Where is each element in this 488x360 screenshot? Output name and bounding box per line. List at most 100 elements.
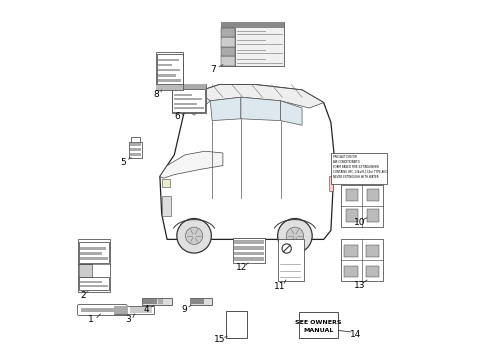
Text: NEVER EXTINGUISH WITH WATER: NEVER EXTINGUISH WITH WATER [332,175,378,179]
Bar [114,306,128,314]
Bar [80,285,107,287]
Bar [277,239,303,281]
Bar [174,107,203,109]
Bar [128,142,142,158]
Text: MANUAL: MANUAL [303,328,333,333]
Polygon shape [210,97,241,121]
Bar [234,246,264,249]
Text: 14: 14 [349,330,360,338]
Bar [162,196,170,216]
Bar [189,298,212,305]
Bar [234,257,264,261]
Bar [129,143,141,146]
Text: 9: 9 [181,305,186,314]
Bar [80,252,102,255]
Text: 15: 15 [214,336,225,344]
Polygon shape [280,101,302,125]
Bar [366,189,378,201]
Bar [221,22,284,66]
Text: 13: 13 [353,281,365,289]
Bar [221,37,234,46]
Text: 5: 5 [120,158,125,167]
Text: 1: 1 [87,315,93,324]
Bar [156,52,183,90]
Text: CONTAINS HFC-134a(R-134a) TYPE AND: CONTAINS HFC-134a(R-134a) TYPE AND [332,170,387,174]
Bar [221,22,284,27]
Bar [221,46,234,56]
Circle shape [185,227,203,244]
Bar [81,307,123,312]
Text: 11: 11 [273,282,285,291]
Circle shape [177,219,211,253]
Bar [234,252,264,255]
Bar [158,79,181,82]
Text: 12: 12 [236,263,247,271]
Bar [142,299,156,304]
Bar [80,257,107,260]
Bar [340,185,383,227]
Bar [158,299,163,304]
Bar [344,266,357,278]
Bar [156,85,183,90]
Bar [158,59,179,62]
Bar [130,307,151,313]
Polygon shape [160,85,334,239]
Bar [221,56,234,66]
Bar [365,245,378,257]
Bar [346,210,357,222]
Bar [366,210,378,222]
Bar [157,54,182,84]
FancyBboxPatch shape [77,305,127,315]
Bar [344,245,357,257]
Circle shape [285,227,303,244]
Bar [79,277,109,290]
Bar [174,98,202,100]
Bar [234,240,264,244]
Bar [80,281,102,283]
Text: PRECAUTION FOR: PRECAUTION FOR [332,154,356,158]
Bar [174,94,192,96]
Bar [129,148,141,151]
Bar [340,239,383,281]
Bar [79,265,91,277]
Polygon shape [185,92,210,115]
Bar [158,74,176,77]
Polygon shape [194,85,323,108]
Circle shape [277,219,311,253]
Bar [131,137,139,143]
Text: 3: 3 [125,315,131,324]
Bar [158,64,172,67]
Bar [221,27,234,37]
Bar [142,298,172,305]
Bar [330,153,386,184]
Text: 2: 2 [80,292,86,300]
Text: 4: 4 [143,305,149,314]
Bar [79,242,109,263]
Bar [171,84,205,113]
Bar [129,153,141,156]
Bar [346,189,357,201]
Text: AIR CONDITIONER'S: AIR CONDITIONER'S [332,160,359,164]
Bar [80,247,106,249]
Bar [225,311,246,338]
Text: FOAM BASED FIRE EXTINGUISHER: FOAM BASED FIRE EXTINGUISHER [332,165,378,169]
Bar [174,103,197,105]
Bar [299,312,337,338]
Bar [171,84,205,89]
Bar [158,69,180,72]
Bar [328,176,333,191]
Polygon shape [160,151,223,178]
Text: SEE OWNERS: SEE OWNERS [295,320,341,325]
Text: 7: 7 [209,65,215,74]
Text: 8: 8 [153,90,159,99]
Polygon shape [241,97,280,121]
Bar [172,89,205,112]
Bar [190,299,203,304]
Bar [162,179,170,187]
Text: 6: 6 [174,112,180,121]
Bar [232,238,265,263]
Bar [114,306,153,314]
Bar [365,266,378,278]
Bar [78,239,110,292]
Text: 10: 10 [353,217,365,227]
